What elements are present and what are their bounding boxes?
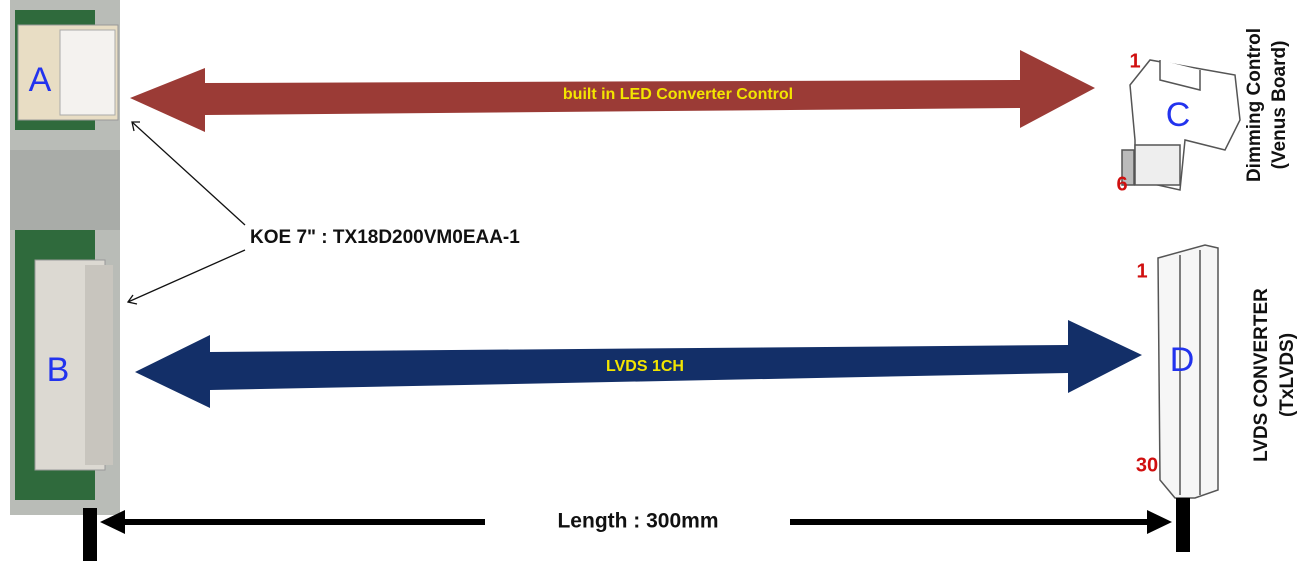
connector-d [1157, 244, 1219, 499]
pin-label: 1 [1136, 260, 1147, 282]
connector-c [1121, 59, 1241, 191]
connector-label: D [1170, 341, 1195, 379]
connector-label: B [47, 351, 70, 389]
pin-label: 30 [1136, 454, 1158, 476]
cable-arrow [135, 320, 1142, 408]
pointer [126, 121, 246, 305]
pin-label: 1 [1129, 50, 1140, 72]
panel-board [10, 0, 120, 515]
connector-label: A [29, 61, 52, 99]
target-subtitle: (Venus Board) [1269, 41, 1290, 170]
connector-label: C [1166, 96, 1191, 134]
model-label: KOE 7" : TX18D200VM0EAA-1 [250, 227, 520, 248]
length-label: Length : 300mm [557, 510, 718, 533]
target-subtitle: (TxLVDS) [1277, 333, 1298, 417]
cable-label: LVDS 1CH [606, 358, 684, 375]
length-arrow [83, 498, 1190, 561]
cable-arrow [130, 50, 1095, 132]
target-title: Dimming Control [1244, 28, 1265, 182]
pin-label: 6 [1116, 173, 1127, 195]
target-title: LVDS CONVERTER [1251, 288, 1272, 462]
cable-label: built in LED Converter Control [563, 86, 793, 103]
